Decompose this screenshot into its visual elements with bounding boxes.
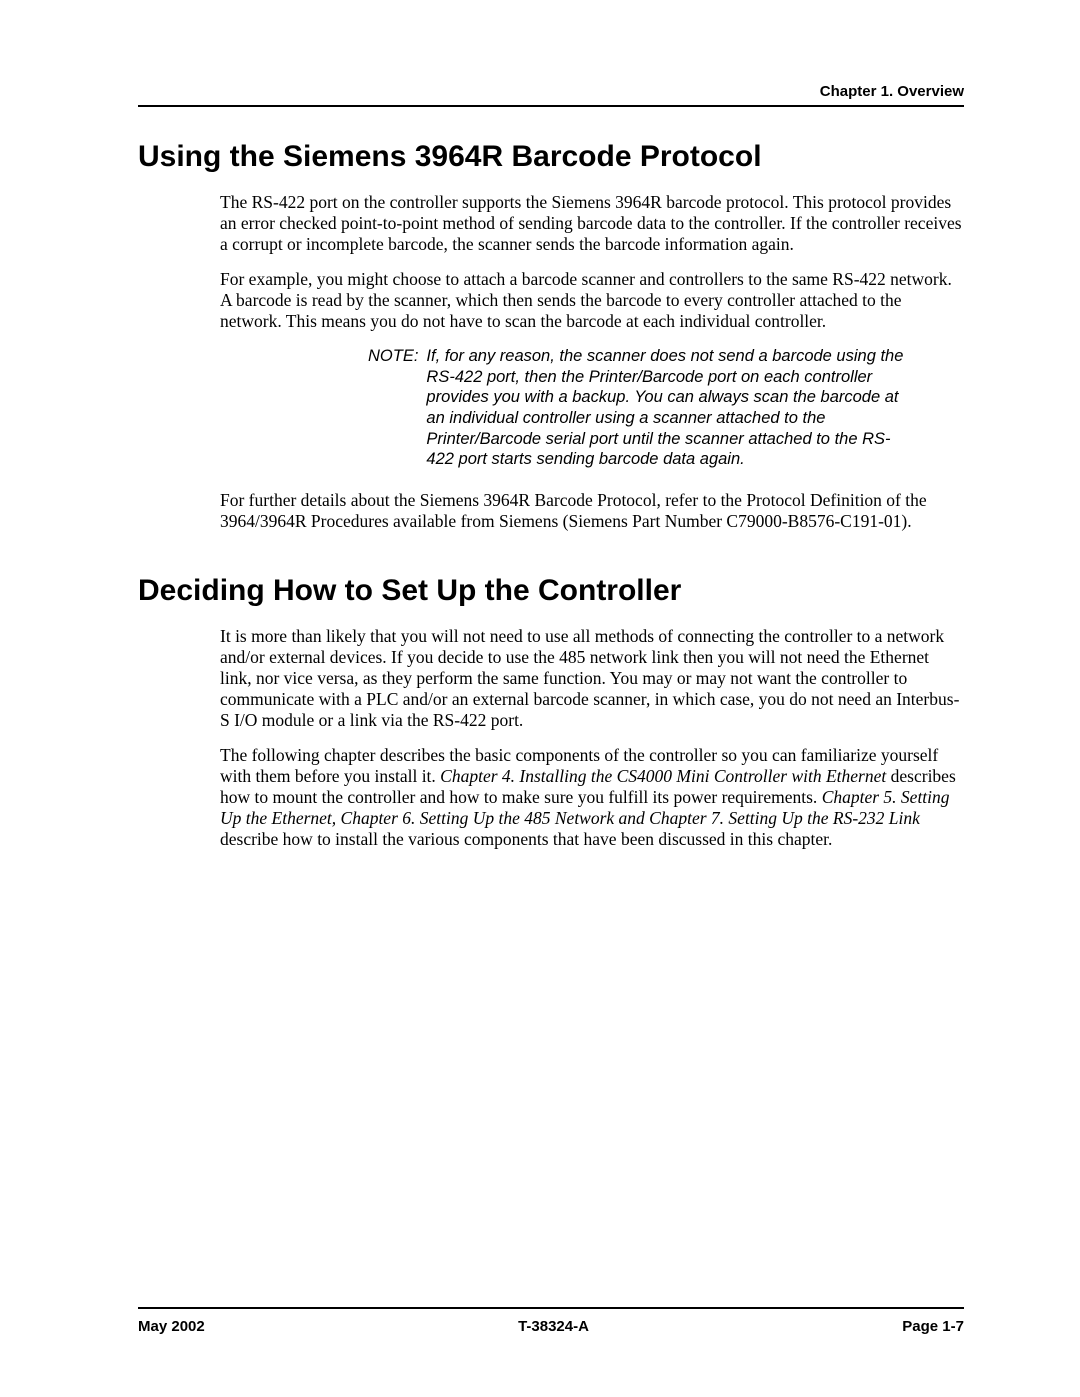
section-1-paragraph-1: The RS-422 port on the controller suppor… [220, 192, 964, 255]
footer-date: May 2002 [138, 1318, 205, 1335]
section-2-body: It is more than likely that you will not… [220, 626, 964, 850]
section-1-body: The RS-422 port on the controller suppor… [220, 192, 964, 532]
page-header: Chapter 1. Overview [138, 83, 964, 100]
section-1-paragraph-3: For further details about the Siemens 39… [220, 490, 964, 532]
footer-rule [138, 1307, 964, 1309]
section-2-title: Deciding How to Set Up the Controller [138, 574, 964, 608]
footer-docnum: T-38324-A [518, 1318, 589, 1335]
chapter-label: Chapter 1. Overview [820, 83, 964, 100]
section-2-paragraph-2: The following chapter describes the basi… [220, 745, 964, 850]
section-2-paragraph-1: It is more than likely that you will not… [220, 626, 964, 731]
chapter-ref-4: Chapter 4. Installing the CS4000 Mini Co… [440, 766, 886, 786]
section-1-paragraph-2: For example, you might choose to attach … [220, 269, 964, 332]
page-content: Using the Siemens 3964R Barcode Protocol… [138, 140, 964, 864]
page-footer: May 2002 T-38324-A Page 1-7 [138, 1318, 964, 1335]
footer-page: Page 1-7 [902, 1318, 964, 1335]
note-label: NOTE: [368, 346, 426, 470]
note-text: If, for any reason, the scanner does not… [426, 346, 904, 470]
header-rule [138, 105, 964, 107]
page: Chapter 1. Overview Using the Siemens 39… [0, 0, 1080, 1397]
note-block: NOTE: If, for any reason, the scanner do… [368, 346, 904, 470]
section-1-title: Using the Siemens 3964R Barcode Protocol [138, 140, 964, 174]
p2-text-c: describe how to install the various comp… [220, 829, 832, 849]
